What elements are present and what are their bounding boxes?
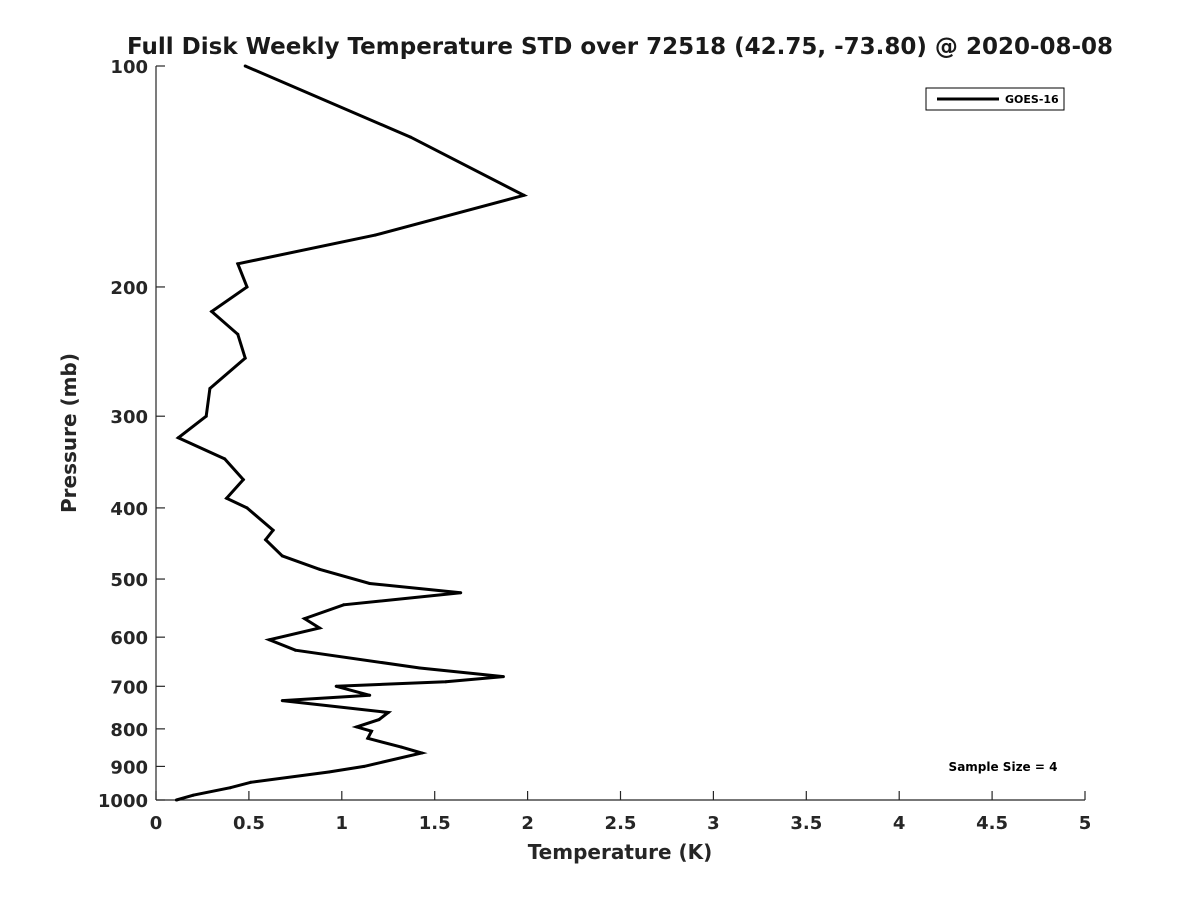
series-point [327, 770, 331, 774]
x-tick-label: 3 [707, 813, 720, 834]
y-tick-label: 600 [110, 628, 148, 649]
x-ticks: 0 0.5 1 1.5 2 2.5 3 3.5 4 4.5 5 [150, 791, 1092, 834]
series-points [174, 64, 526, 802]
plot-area: 0 0.5 1 1.5 2 2.5 3 3.5 4 4.5 5 100 200 300 400 500 600… [98, 57, 1091, 834]
series-point [342, 603, 346, 607]
series-point [399, 745, 403, 749]
series-point [245, 285, 249, 289]
series-point [236, 332, 240, 336]
series-point [377, 718, 381, 722]
series-point [176, 436, 180, 440]
series-point [368, 582, 372, 585]
x-tick-label: 3.5 [790, 813, 822, 834]
y-ticks: 100 200 300 400 500 600 700 800 900 1000 [98, 57, 165, 812]
series-point [366, 736, 370, 740]
series-point [210, 310, 214, 313]
series-point [225, 496, 229, 500]
legend: GOES-16 [925, 87, 1065, 111]
y-tick-label: 300 [110, 407, 148, 428]
series-point [228, 786, 232, 790]
sample-size-annotation: Sample Size = 4 [949, 760, 1058, 774]
y-tick-label: 1000 [98, 791, 148, 812]
x-tick-label: 0.5 [233, 813, 265, 834]
y-tick-label: 500 [110, 570, 148, 591]
x-tick-label: 4 [893, 813, 906, 834]
x-tick-label: 4.5 [976, 813, 1008, 834]
series-point [245, 506, 249, 510]
series-point [373, 233, 377, 237]
series-point [318, 567, 321, 571]
series-point [236, 262, 240, 266]
x-tick-label: 5 [1079, 813, 1092, 834]
series-point [444, 680, 448, 684]
series-point [409, 135, 412, 139]
series-point [280, 554, 284, 558]
series-point [418, 666, 422, 670]
y-tick-label: 200 [110, 278, 148, 299]
series-point [243, 64, 247, 68]
series-point [241, 478, 245, 482]
y-tick-label: 700 [110, 677, 148, 698]
series-point [370, 729, 373, 733]
series-point [264, 538, 268, 542]
series-point [420, 751, 424, 755]
series-point [174, 798, 178, 802]
series-point [280, 699, 284, 703]
series-point [522, 193, 526, 197]
series-point [355, 725, 359, 729]
y-tick-label: 400 [110, 499, 148, 520]
series-point [318, 626, 321, 630]
x-axis-label: Temperature (K) [528, 840, 713, 864]
series-point [303, 617, 307, 621]
series-point [191, 793, 195, 797]
y-tick-label: 100 [110, 57, 148, 78]
series-point [386, 711, 390, 714]
x-tick-label: 0 [150, 813, 163, 834]
x-tick-label: 2.5 [605, 813, 637, 834]
series-point [362, 764, 366, 768]
series-point [223, 457, 227, 461]
x-tick-label: 1 [336, 813, 349, 834]
series-point [459, 591, 463, 595]
series-point [267, 638, 271, 642]
series-point [368, 693, 372, 697]
y-tick-label: 800 [110, 720, 148, 741]
chart-title: Full Disk Weekly Temperature STD over 72… [127, 34, 1113, 60]
series-point [334, 684, 338, 688]
y-axis-label: Pressure (mb) [57, 353, 81, 513]
series-point [249, 780, 253, 784]
series-point [501, 675, 505, 679]
y-tick-label: 900 [110, 757, 148, 778]
legend-entry-label: GOES-16 [1005, 93, 1059, 106]
series-point [243, 356, 247, 360]
series-point [208, 387, 212, 390]
series-line-goes-16 [175, 64, 529, 802]
series-point [293, 648, 297, 652]
x-tick-label: 2 [521, 813, 534, 834]
x-tick-label: 1.5 [419, 813, 451, 834]
series-point [271, 528, 275, 532]
series-point [204, 414, 208, 418]
